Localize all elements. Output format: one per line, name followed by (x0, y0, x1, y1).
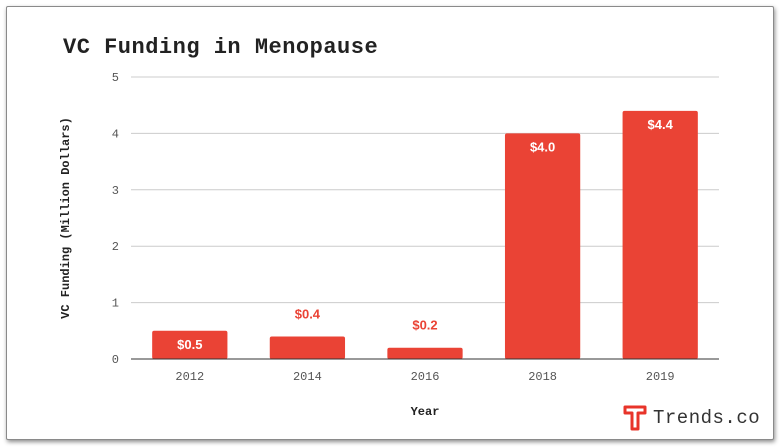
x-tick-label: 2014 (293, 370, 322, 384)
x-axis-title: Year (411, 405, 440, 419)
bar-chart: 0 1 2 3 4 5 $0.5 $0.4 $0.2 $4.0 $4.4 2012 2014 2016… (59, 71, 719, 419)
y-tick-labels: 0 1 2 3 4 5 (112, 71, 119, 367)
data-label: $0.5 (177, 337, 202, 352)
gridlines (131, 76, 719, 304)
y-axis-title: VC Funding (Million Dollars) (59, 117, 73, 319)
bar (387, 347, 463, 359)
y-tick-label: 2 (112, 240, 119, 254)
brand-logo: Trends.co (623, 404, 760, 432)
x-tick-label: 2019 (646, 370, 675, 384)
y-tick-label: 0 (112, 353, 119, 367)
chart-title: VC Funding in Menopause (63, 35, 379, 60)
y-tick-label: 5 (112, 71, 119, 85)
x-tick-label: 2016 (411, 370, 440, 384)
trends-logo-icon (623, 405, 647, 431)
x-tick-labels: 2012 2014 2016 2018 2019 (175, 370, 674, 384)
x-tick-label: 2012 (175, 370, 204, 384)
bar (152, 330, 228, 359)
bar (504, 133, 581, 359)
data-label: $0.4 (295, 306, 321, 321)
data-label: $4.0 (530, 139, 555, 154)
data-label: $4.4 (648, 117, 674, 132)
x-tick-label: 2018 (528, 370, 557, 384)
y-tick-label: 4 (112, 127, 119, 141)
bar (269, 336, 346, 359)
y-tick-label: 1 (112, 297, 119, 311)
brand-name: Trends.co (653, 407, 761, 429)
data-label: $0.2 (412, 318, 437, 333)
bars (152, 110, 698, 359)
y-tick-label: 3 (112, 184, 119, 198)
bar (622, 110, 698, 359)
data-labels: $0.5 $0.4 $0.2 $4.0 $4.4 (177, 117, 673, 352)
